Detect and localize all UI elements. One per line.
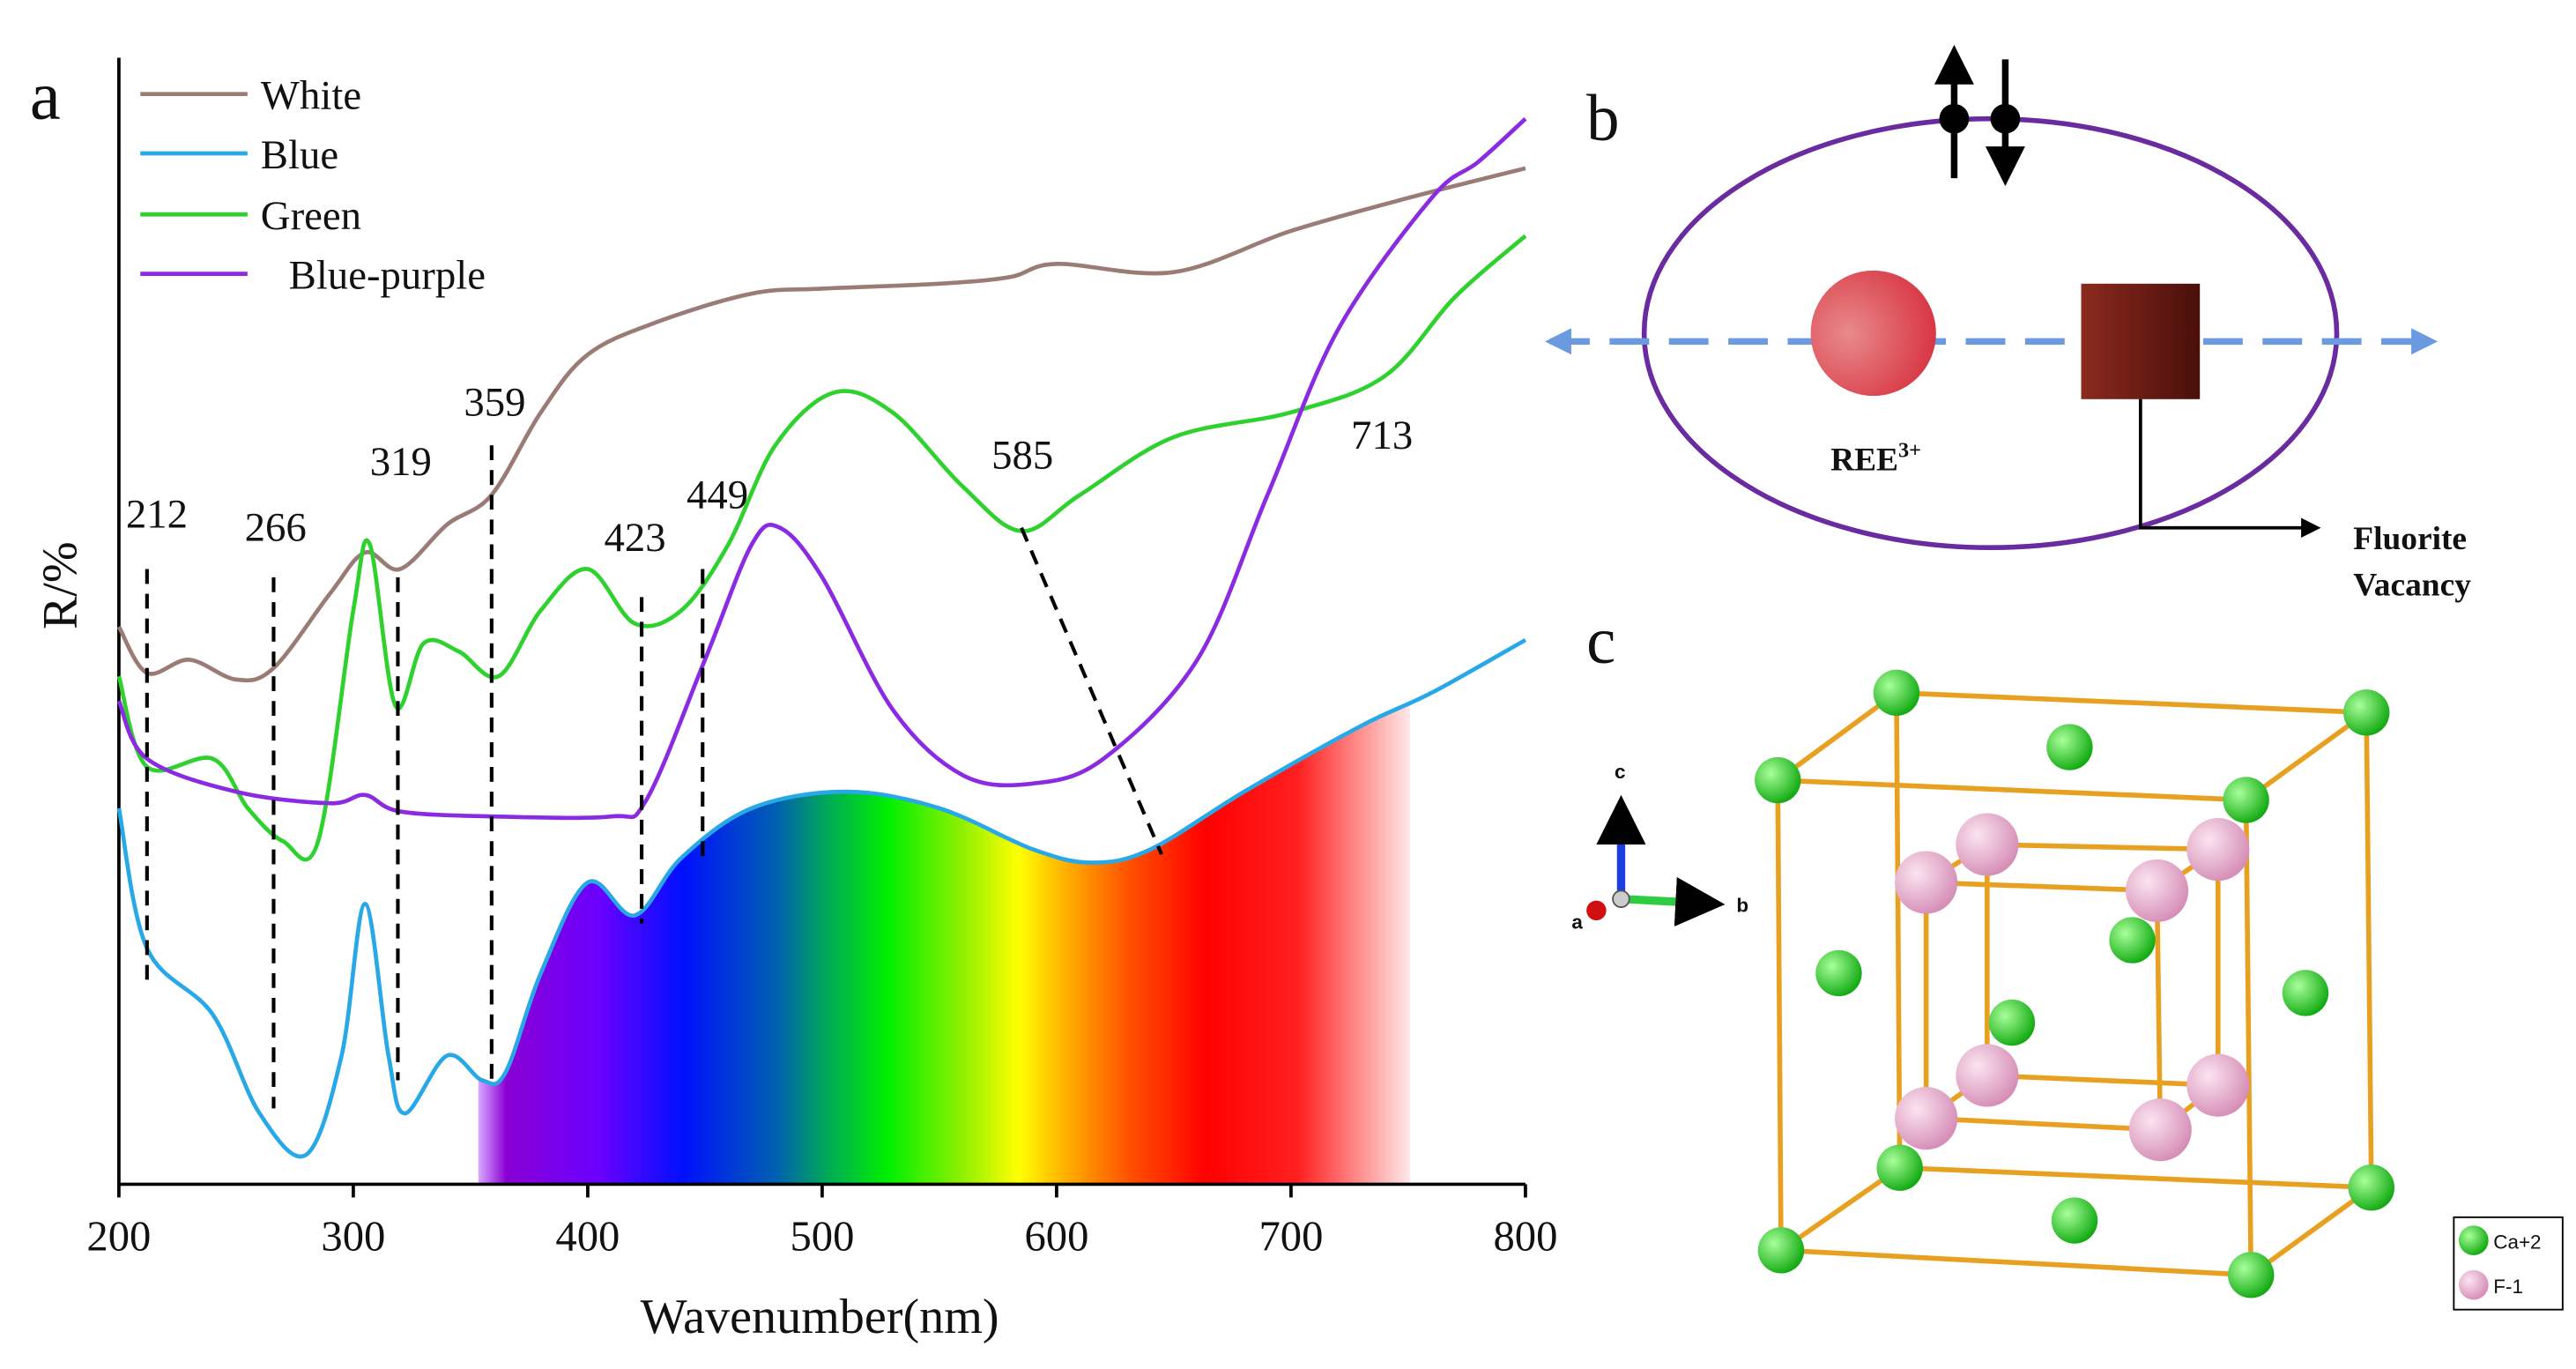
origin xyxy=(1612,889,1630,909)
legend-label: F-1 xyxy=(2493,1276,2523,1298)
legend-marker xyxy=(2458,1225,2489,1255)
ca-atom xyxy=(2051,1197,2098,1244)
b-axis xyxy=(1621,876,1726,927)
f-atom xyxy=(2126,859,2189,922)
annotation-line xyxy=(1020,526,1163,856)
bond xyxy=(1778,778,2246,803)
axis-label: b xyxy=(1736,895,1748,917)
legend-label: Green xyxy=(261,193,361,239)
annotation-label: 266 xyxy=(245,505,307,551)
bond xyxy=(1926,880,2157,894)
line xyxy=(116,116,1527,821)
bond xyxy=(1780,1247,2252,1278)
bond xyxy=(2243,800,2254,1276)
f-atom xyxy=(2186,1053,2250,1117)
axis-label: c xyxy=(1615,761,1625,783)
f-atom xyxy=(1895,1087,1958,1150)
legend-label: White xyxy=(261,72,361,118)
vacancy xyxy=(2081,283,2201,399)
ca-atom xyxy=(2282,970,2329,1016)
x-axis-title: Wavenumber(nm) xyxy=(641,1290,999,1344)
ca-atom xyxy=(1873,669,1920,717)
ca-atom xyxy=(2228,1252,2275,1298)
bond xyxy=(2249,1185,2373,1277)
bond xyxy=(1894,692,1903,1168)
bond xyxy=(2364,712,2374,1188)
ca-atom xyxy=(1988,999,2036,1046)
ca-atom xyxy=(2348,1164,2394,1211)
panel-label: a xyxy=(30,57,61,134)
bond xyxy=(1896,690,2367,716)
bond xyxy=(1776,690,1898,783)
ellipse xyxy=(1641,115,2340,551)
electron xyxy=(1990,103,2021,134)
line xyxy=(116,234,1527,862)
line xyxy=(116,166,1526,683)
legend-marker xyxy=(2458,1269,2489,1300)
annotation-label: 212 xyxy=(126,492,188,538)
ree-base: REE xyxy=(1830,442,1898,478)
crystal xyxy=(1755,669,2394,1298)
f-atom xyxy=(2128,1098,2192,1162)
x-tick-label: 600 xyxy=(1024,1212,1088,1260)
ca-atom xyxy=(1757,1227,1805,1274)
ca-atom xyxy=(2109,917,2156,964)
legend-label: Blue-purple xyxy=(289,252,486,298)
bond xyxy=(2154,890,2164,1130)
x-tick-label: 500 xyxy=(790,1212,854,1260)
ca-atom xyxy=(2223,777,2269,823)
x-tick-label: 300 xyxy=(321,1212,385,1260)
f-atom xyxy=(2186,818,2250,882)
spectrum-fill xyxy=(478,639,1410,1185)
vacancy-label: Fluorite xyxy=(2353,521,2467,557)
f-atom xyxy=(1956,1044,2019,1107)
x-tick-label: 800 xyxy=(1493,1212,1557,1260)
a-axis xyxy=(1586,900,1607,921)
bond xyxy=(1986,842,2218,852)
bond xyxy=(1926,1115,2161,1133)
electron xyxy=(1939,103,1970,134)
ca-atom xyxy=(1876,1144,1923,1191)
annotation-label: 713 xyxy=(1351,413,1413,458)
pointer xyxy=(2138,398,2321,538)
bond xyxy=(1986,1073,2218,1088)
bond xyxy=(2244,711,2368,802)
f-atom xyxy=(1956,813,2019,876)
line xyxy=(116,637,1527,1159)
ca-atom xyxy=(2046,724,2093,770)
annotation-label: 449 xyxy=(687,472,748,517)
bond xyxy=(1899,1164,2372,1190)
ca-atom xyxy=(2342,689,2390,736)
ree-sup: 3+ xyxy=(1898,438,1921,462)
annotation-label: 423 xyxy=(604,515,665,561)
annotation-label: 359 xyxy=(464,380,525,426)
x-tick-label: 400 xyxy=(555,1212,620,1260)
legend-label: Ca+2 xyxy=(2493,1231,2541,1253)
x-tick-label: 200 xyxy=(86,1212,151,1260)
ca-atom xyxy=(1755,756,1801,804)
bond xyxy=(1775,780,1784,1251)
f-atom xyxy=(1895,851,1958,914)
panel-label: b xyxy=(1586,82,1619,155)
axis-label: a xyxy=(1571,911,1583,933)
ree-ion xyxy=(1810,270,1936,397)
panel-label: c xyxy=(1586,605,1615,678)
annotation-label: 585 xyxy=(991,432,1053,478)
annotation-label: 319 xyxy=(370,439,432,485)
bond xyxy=(1779,1165,1902,1253)
y-axis-title: R/% xyxy=(33,541,87,629)
x-tick-label: 700 xyxy=(1258,1212,1323,1260)
ca-atom xyxy=(1815,949,1862,997)
ree-label: REE3+ xyxy=(1830,438,1921,478)
legend-label: Blue xyxy=(261,132,338,178)
vacancy-label: Vacancy xyxy=(2353,567,2471,603)
